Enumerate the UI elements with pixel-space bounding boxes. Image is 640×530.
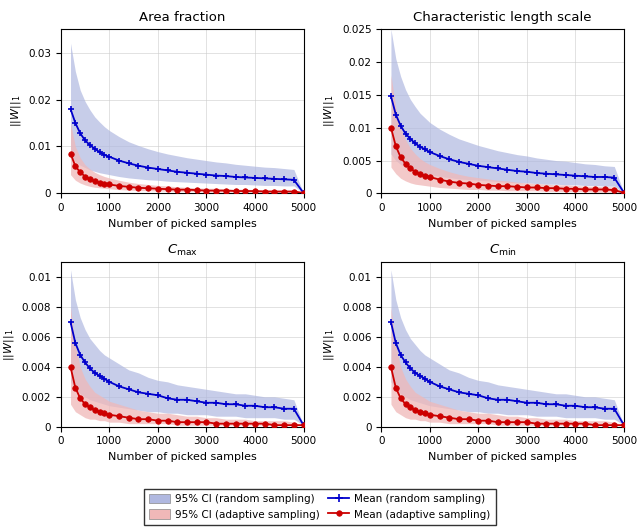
- X-axis label: Number of picked samples: Number of picked samples: [428, 452, 577, 462]
- Title: $C_\mathrm{max}$: $C_\mathrm{max}$: [166, 243, 198, 258]
- X-axis label: Number of picked samples: Number of picked samples: [108, 452, 257, 462]
- Y-axis label: $||W||_1$: $||W||_1$: [323, 329, 337, 361]
- Y-axis label: $||W||_1$: $||W||_1$: [2, 329, 16, 361]
- Title: Area fraction: Area fraction: [139, 11, 225, 24]
- Title: Characteristic length scale: Characteristic length scale: [413, 11, 592, 24]
- Legend: 95% CI (random sampling), 95% CI (adaptive sampling), Mean (random sampling), Me: 95% CI (random sampling), 95% CI (adapti…: [144, 489, 496, 525]
- Y-axis label: $||W||_1$: $||W||_1$: [323, 95, 337, 127]
- X-axis label: Number of picked samples: Number of picked samples: [108, 219, 257, 228]
- Title: $C_\mathrm{min}$: $C_\mathrm{min}$: [488, 243, 516, 258]
- X-axis label: Number of picked samples: Number of picked samples: [428, 219, 577, 228]
- Y-axis label: $||W||_1$: $||W||_1$: [8, 95, 22, 127]
